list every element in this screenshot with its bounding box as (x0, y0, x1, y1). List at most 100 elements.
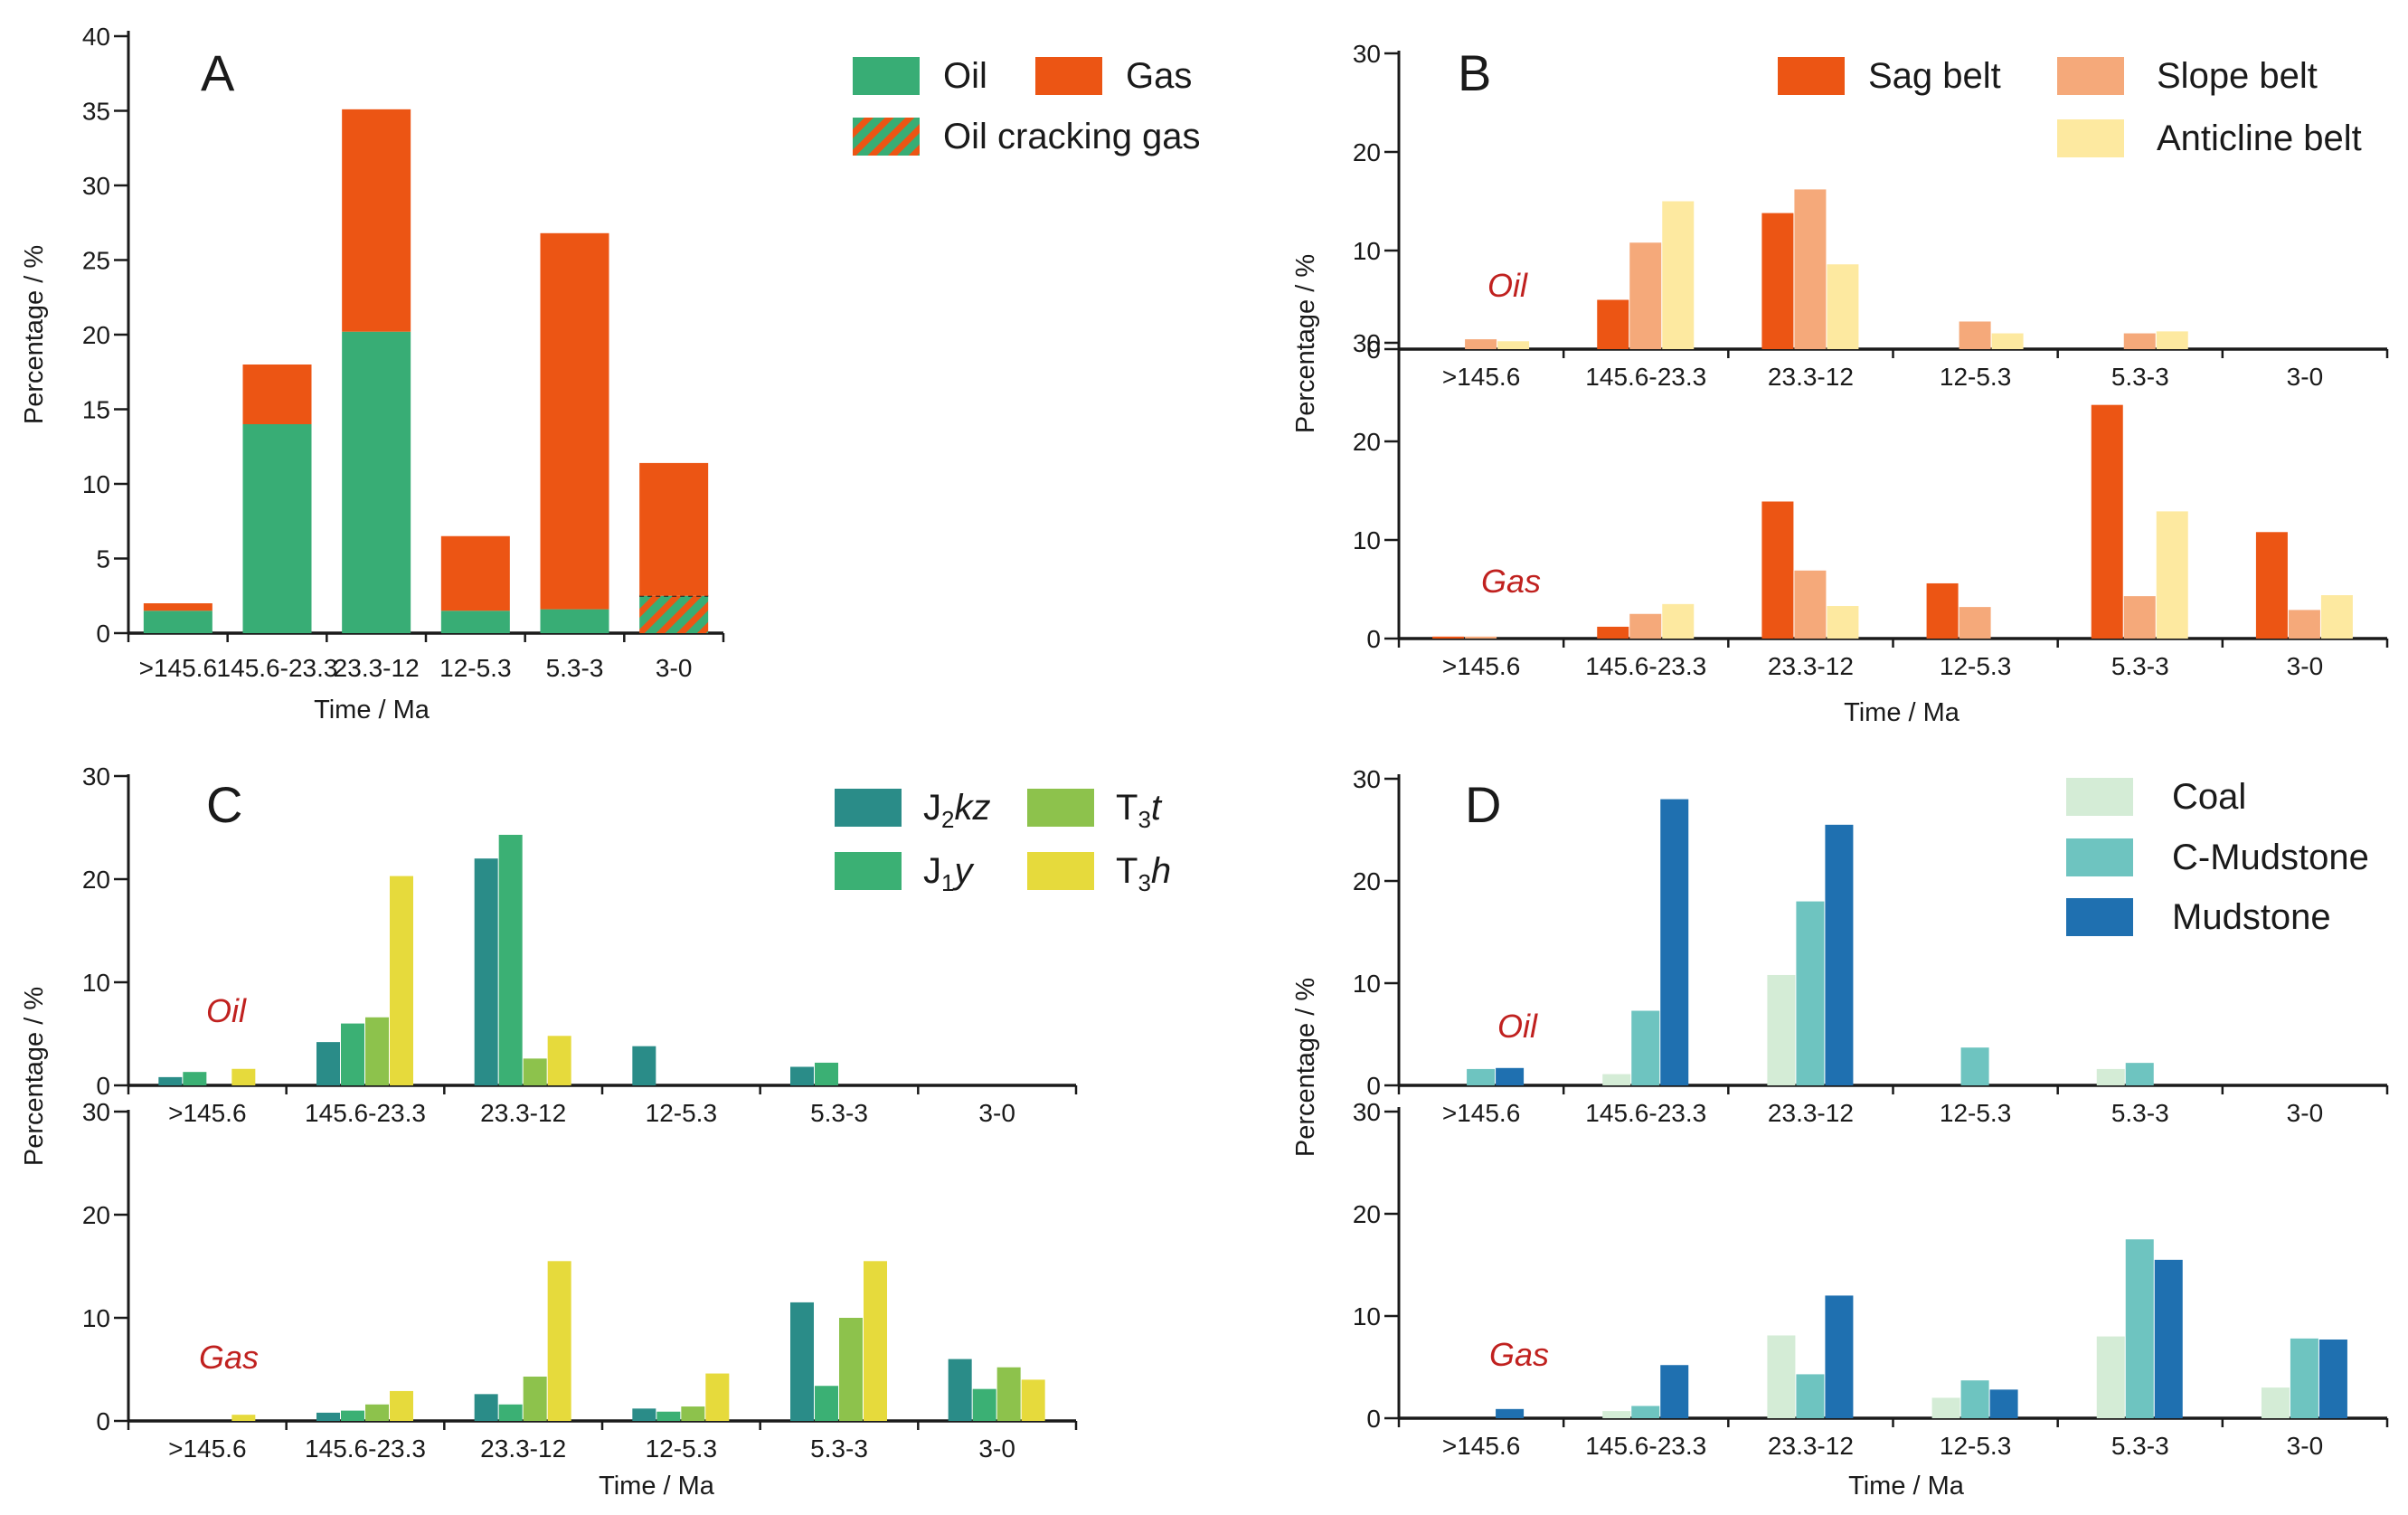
bar-anticline-belt (2320, 595, 2353, 639)
x-tick-label: 12-5.3 (646, 1099, 717, 1127)
bar-mudstone (1825, 1295, 1854, 1418)
bar-coal (1931, 1397, 1960, 1418)
bar-j2kz (790, 1302, 814, 1421)
bar-t3t (523, 1058, 547, 1085)
y-tick-label: 20 (82, 1201, 110, 1229)
bar-t3t (365, 1017, 389, 1085)
x-tick-label: 12-5.3 (1940, 363, 2011, 391)
legend-swatch (2057, 57, 2124, 95)
bar-slope-belt (1465, 636, 1497, 639)
x-tick-label: 145.6-23.3 (1585, 1099, 1706, 1127)
annotation-oil: Oil (1497, 1008, 1538, 1045)
bar-slope-belt (2123, 333, 2156, 349)
bar-mudstone (1496, 1067, 1525, 1085)
panel-a: 0 5 10 15 20 25 30 35 40 >145.6 145.6-23.323.3-12 1… (20, 23, 1201, 724)
x-tick-label: >145.6 (139, 654, 217, 682)
bar-mudstone (2154, 1259, 2183, 1418)
bar-gas (540, 232, 609, 610)
legend-swatch (1778, 57, 1845, 95)
bar-j1y (815, 1386, 838, 1421)
bar-t3t (681, 1406, 705, 1421)
x-tick-label: 23.3-12 (334, 654, 420, 682)
bar-j2kz (474, 858, 498, 1085)
x-tick-label: 23.3-12 (1768, 652, 1854, 680)
bar-mudstone (1496, 1408, 1525, 1418)
annotation-gas: Gas (1481, 563, 1541, 600)
x-tick-label: 3-0 (978, 1099, 1015, 1127)
bar-c-mudstone (2125, 1063, 2154, 1085)
y-tick-label: 20 (82, 866, 110, 894)
bar-slope-belt (1465, 339, 1497, 349)
bar-j1y (341, 1410, 364, 1421)
x-tick-label: >145.6 (168, 1099, 246, 1127)
bar-coal (1602, 1411, 1631, 1418)
bar-sag-belt (2255, 532, 2288, 639)
bar-mudstone (2318, 1339, 2347, 1418)
annotation-oil: Oil (1487, 267, 1528, 304)
x-tick-label: 12-5.3 (1940, 652, 2011, 680)
y-tick-label: 25 (82, 247, 110, 275)
x-tick-label: 145.6-23.3 (1585, 1432, 1706, 1460)
y-axis-title: Percentage / % (20, 987, 49, 1166)
bar-c-mudstone (1631, 1010, 1660, 1085)
bar-coal (2096, 1068, 2125, 1085)
legend-label: Sag belt (1868, 56, 2001, 96)
bar-t3h (864, 1261, 887, 1421)
bar-anticline-belt (1827, 606, 1859, 639)
bar-coal (2261, 1387, 2290, 1418)
y-tick-label: 0 (96, 1407, 110, 1435)
panel-letter: D (1465, 776, 1501, 833)
legend-swatch (1035, 57, 1102, 95)
bar-mudstone (1660, 1365, 1689, 1418)
x-axis-title: Time / Ma (1844, 698, 1960, 727)
panel-d: 0 10 20 30 >145.6 145.6-23.3 23.3-12 12-5.3 5.3-… (1291, 765, 2389, 1501)
legend-swatch (835, 789, 902, 827)
annotation-gas: Gas (199, 1339, 259, 1376)
x-tick-label: 5.3-3 (810, 1099, 868, 1127)
y-axis-title: Percentage / % (1291, 254, 1320, 433)
bar-t3t (523, 1376, 547, 1421)
bar-j1y (656, 1411, 681, 1421)
x-tick-label: 5.3-3 (810, 1435, 868, 1463)
y-axis-title: Percentage / % (20, 245, 49, 424)
x-tick-label: 5.3-3 (2111, 363, 2169, 391)
bar-t3h (705, 1373, 730, 1421)
bar-t3h (547, 1036, 571, 1085)
bar-coal (1602, 1074, 1631, 1085)
legend-swatch (2066, 838, 2133, 876)
y-tick-label: 0 (96, 620, 110, 648)
x-tick-label: 3-0 (2287, 652, 2323, 680)
bar-j2kz (474, 1394, 498, 1421)
bar-oil (342, 331, 411, 633)
panel-letter: A (201, 44, 235, 101)
legend-swatch (2066, 898, 2133, 936)
x-tick-label: 23.3-12 (1768, 1099, 1854, 1127)
bar-c-mudstone (1467, 1068, 1496, 1085)
x-tick-label: 23.3-12 (1768, 1432, 1854, 1460)
x-tick-label: 5.3-3 (546, 654, 604, 682)
bar-t3h (1021, 1379, 1045, 1421)
legend-swatch (2066, 778, 2133, 816)
y-tick-label: 10 (82, 470, 110, 498)
y-tick-label: 20 (82, 321, 110, 349)
x-axis-title: Time / Ma (1848, 1472, 1965, 1501)
bar-j2kz (632, 1046, 656, 1085)
bar-j1y (341, 1023, 364, 1085)
legend-label: Slope belt (2157, 56, 2318, 96)
y-tick-label: 10 (1353, 237, 1381, 265)
legend-label: Gas (1126, 56, 1192, 96)
bar-anticline-belt (1497, 341, 1530, 349)
y-tick-label: 0 (96, 1072, 110, 1100)
bar-mudstone (1660, 799, 1689, 1085)
bar-oil (440, 611, 510, 633)
bar-anticline-belt (1991, 333, 2024, 349)
x-tick-label: 5.3-3 (2111, 652, 2169, 680)
x-tick-label: >145.6 (1442, 1432, 1520, 1460)
bar-j2kz (790, 1066, 814, 1085)
legend-swatch (853, 118, 920, 156)
bar-c-mudstone (1796, 1374, 1825, 1418)
bar-mudstone (1989, 1389, 2018, 1418)
bar-c-mudstone (2290, 1338, 2318, 1418)
bar-coal (1767, 1335, 1796, 1418)
bar-c-mudstone (1631, 1406, 1660, 1418)
